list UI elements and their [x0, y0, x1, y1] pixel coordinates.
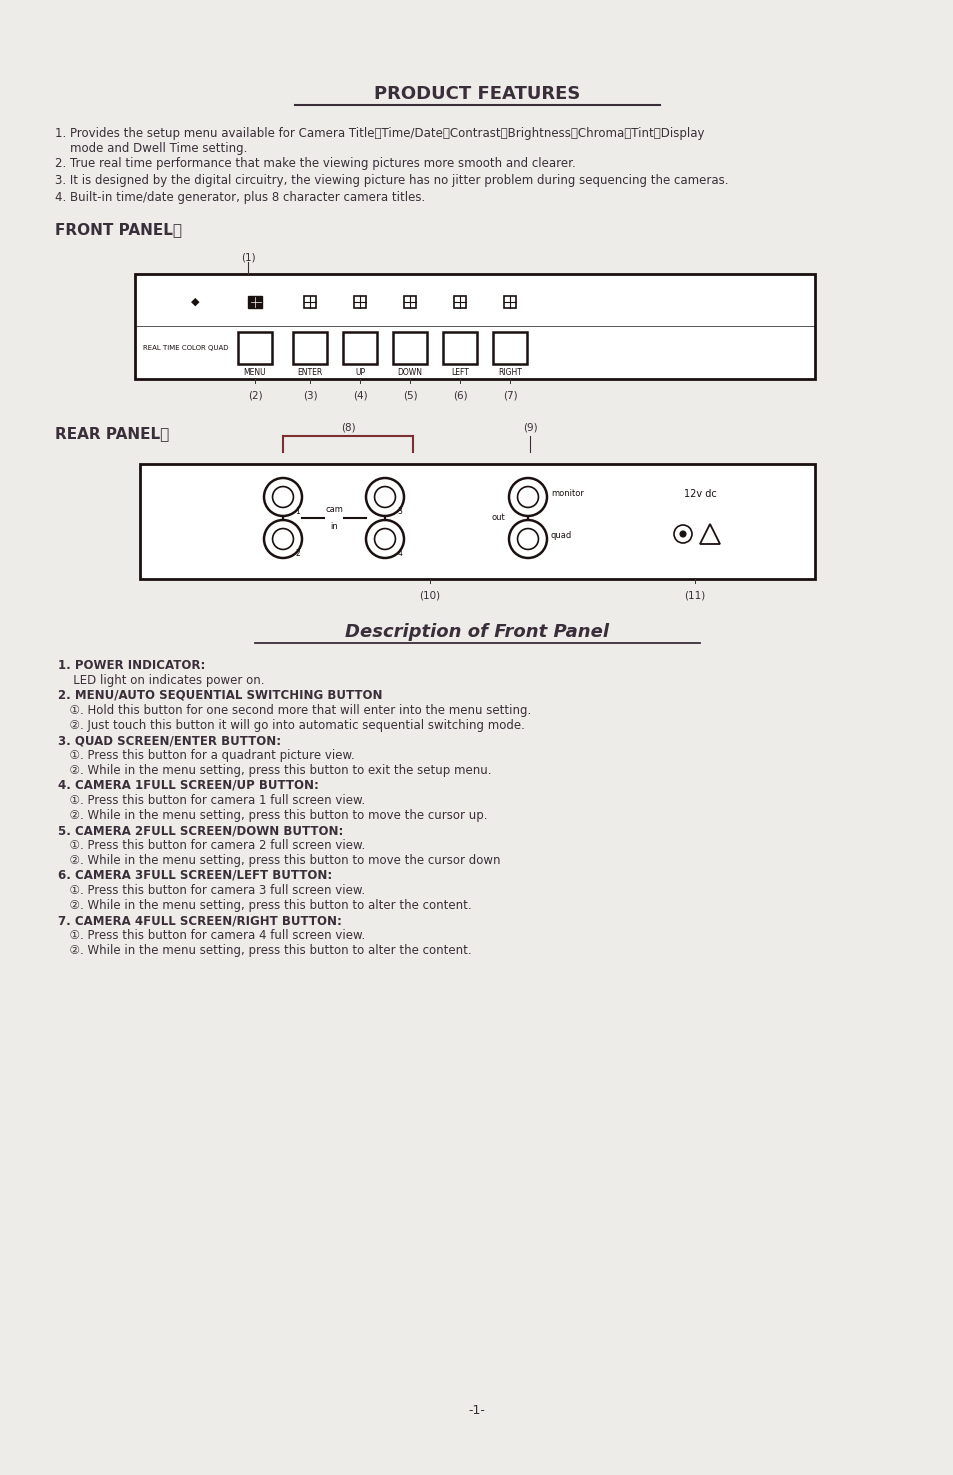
Text: ①. Press this button for camera 2 full screen view.: ①. Press this button for camera 2 full s… — [62, 839, 365, 853]
Text: ②. While in the menu setting, press this button to exit the setup menu.: ②. While in the menu setting, press this… — [62, 764, 491, 777]
Text: ENTER: ENTER — [297, 367, 322, 378]
Text: ①. Press this button for camera 3 full screen view.: ①. Press this button for camera 3 full s… — [62, 884, 365, 897]
Bar — [304, 296, 315, 308]
Circle shape — [673, 525, 691, 543]
Text: (9): (9) — [522, 422, 537, 432]
Text: ①. Press this button for camera 1 full screen view.: ①. Press this button for camera 1 full s… — [62, 794, 365, 807]
Text: 4: 4 — [397, 550, 402, 559]
Text: 2: 2 — [295, 550, 300, 559]
Text: (6): (6) — [453, 391, 467, 401]
Circle shape — [366, 478, 403, 516]
Text: ②. While in the menu setting, press this button to move the cursor up.: ②. While in the menu setting, press this… — [62, 808, 487, 822]
Text: MENU: MENU — [243, 367, 266, 378]
Bar — [454, 296, 465, 308]
Text: Description of Front Panel: Description of Front Panel — [345, 622, 608, 642]
Bar — [393, 332, 427, 364]
Text: cam: cam — [325, 504, 342, 513]
Text: FRONT PANEL：: FRONT PANEL： — [55, 223, 182, 237]
Text: in: in — [330, 522, 337, 531]
Text: ②. While in the menu setting, press this button to move the cursor down: ②. While in the menu setting, press this… — [62, 854, 500, 867]
Circle shape — [264, 478, 302, 516]
Bar — [503, 296, 516, 308]
Text: REAL TIME COLOR QUAD: REAL TIME COLOR QUAD — [143, 345, 229, 351]
Bar — [493, 332, 526, 364]
Circle shape — [273, 487, 294, 507]
Text: (7): (7) — [502, 391, 517, 401]
Text: 3. It is designed by the digital circuitry, the viewing picture has no jitter pr: 3. It is designed by the digital circuit… — [55, 174, 728, 187]
Text: 1. Provides the setup menu available for Camera Title・Time/Date・Contrast・Brightn: 1. Provides the setup menu available for… — [55, 127, 703, 140]
Circle shape — [517, 487, 537, 507]
Text: RIGHT: RIGHT — [497, 367, 521, 378]
Bar — [248, 296, 262, 308]
Text: 5. CAMERA 2FULL SCREEN/DOWN BUTTON:: 5. CAMERA 2FULL SCREEN/DOWN BUTTON: — [58, 825, 343, 836]
Circle shape — [366, 521, 403, 558]
Text: 7. CAMERA 4FULL SCREEN/RIGHT BUTTON:: 7. CAMERA 4FULL SCREEN/RIGHT BUTTON: — [58, 914, 341, 926]
Bar — [293, 332, 327, 364]
Circle shape — [509, 478, 546, 516]
Text: ②. While in the menu setting, press this button to alter the content.: ②. While in the menu setting, press this… — [62, 898, 471, 912]
Text: ①. Press this button for a quadrant picture view.: ①. Press this button for a quadrant pict… — [62, 749, 355, 763]
Text: 1. POWER INDICATOR:: 1. POWER INDICATOR: — [58, 659, 205, 673]
Text: 12v dc: 12v dc — [683, 490, 716, 499]
Text: (10): (10) — [419, 591, 440, 600]
Text: 4. Built-in time/date generator, plus 8 character camera titles.: 4. Built-in time/date generator, plus 8 … — [55, 190, 425, 204]
Text: quad: quad — [551, 531, 572, 540]
Bar — [343, 332, 376, 364]
Bar — [354, 296, 366, 308]
Text: out: out — [491, 513, 504, 522]
Bar — [442, 332, 476, 364]
Text: (8): (8) — [340, 422, 355, 432]
Circle shape — [509, 521, 546, 558]
Text: PRODUCT FEATURES: PRODUCT FEATURES — [374, 86, 579, 103]
Text: 1: 1 — [295, 507, 300, 516]
Text: ②. Just touch this button it will go into automatic sequential switching mode.: ②. Just touch this button it will go int… — [62, 718, 524, 732]
Text: 4. CAMERA 1FULL SCREEN/UP BUTTON:: 4. CAMERA 1FULL SCREEN/UP BUTTON: — [58, 779, 318, 792]
Bar — [237, 332, 272, 364]
Bar — [140, 465, 814, 580]
Text: (11): (11) — [683, 591, 705, 600]
Text: -1-: -1- — [468, 1404, 485, 1417]
Text: mode and Dwell Time setting.: mode and Dwell Time setting. — [55, 142, 247, 155]
Circle shape — [273, 528, 294, 550]
Circle shape — [264, 521, 302, 558]
Text: 2. MENU/AUTO SEQUENTIAL SWITCHING BUTTON: 2. MENU/AUTO SEQUENTIAL SWITCHING BUTTON — [58, 689, 382, 702]
Polygon shape — [700, 524, 720, 544]
Text: UP: UP — [355, 367, 365, 378]
Bar — [135, 274, 814, 379]
Text: ◆: ◆ — [191, 296, 199, 307]
Text: 6. CAMERA 3FULL SCREEN/LEFT BUTTON:: 6. CAMERA 3FULL SCREEN/LEFT BUTTON: — [58, 869, 332, 882]
Circle shape — [375, 528, 395, 550]
Text: ①. Hold this button for one second more that will enter into the menu setting.: ①. Hold this button for one second more … — [62, 704, 531, 717]
Text: 3. QUAD SCREEN/ENTER BUTTON:: 3. QUAD SCREEN/ENTER BUTTON: — [58, 735, 281, 746]
Text: (2): (2) — [248, 391, 262, 401]
Text: (1): (1) — [240, 252, 255, 263]
Text: ①. Press this button for camera 4 full screen view.: ①. Press this button for camera 4 full s… — [62, 929, 365, 943]
Circle shape — [517, 528, 537, 550]
Text: (4): (4) — [353, 391, 367, 401]
Text: DOWN: DOWN — [397, 367, 422, 378]
Text: monitor: monitor — [551, 490, 583, 499]
Circle shape — [375, 487, 395, 507]
Text: LEFT: LEFT — [451, 367, 469, 378]
Bar — [403, 296, 416, 308]
Text: ②. While in the menu setting, press this button to alter the content.: ②. While in the menu setting, press this… — [62, 944, 471, 957]
Text: (3): (3) — [302, 391, 317, 401]
Text: 2. True real time performance that make the viewing pictures more smooth and cle: 2. True real time performance that make … — [55, 156, 576, 170]
Text: (5): (5) — [402, 391, 416, 401]
Circle shape — [679, 531, 685, 537]
Text: LED light on indicates power on.: LED light on indicates power on. — [62, 674, 264, 687]
Text: 3: 3 — [397, 507, 402, 516]
Text: REAR PANEL：: REAR PANEL： — [55, 426, 169, 441]
